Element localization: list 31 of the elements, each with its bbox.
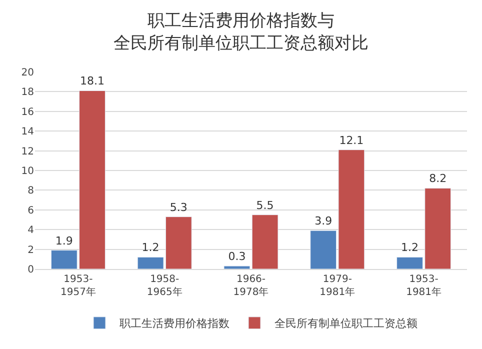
data-label: 8.2 xyxy=(429,172,447,186)
y-tick-label: 8 xyxy=(28,186,34,197)
y-tick-label: 0 xyxy=(28,264,34,276)
legend-label: 全民所有制单位职工工资总额 xyxy=(274,317,418,330)
legend-label: 职工生活费用价格指数 xyxy=(120,317,230,330)
bar xyxy=(252,214,278,269)
data-label: 1.9 xyxy=(55,234,73,248)
y-tick-label: 2 xyxy=(28,244,34,256)
x-tick-label: 1979- 1981年 xyxy=(320,274,356,298)
x-tick-label: 1953- 1957年 xyxy=(60,274,96,298)
x-tick-label: 1958- 1965年 xyxy=(146,274,182,298)
x-tick-label: 1966- 1978年 xyxy=(233,274,269,298)
y-tick-label: 4 xyxy=(28,225,34,236)
chart-title: 职工生活费用价格指数与全民所有制单位职工工资总额对比 xyxy=(114,11,368,54)
data-label: 12.1 xyxy=(339,134,364,147)
data-label: 1.2 xyxy=(401,241,419,254)
y-tick-label: 16 xyxy=(21,106,34,118)
y-tick-label: 20 xyxy=(21,68,34,78)
data-label: 5.3 xyxy=(170,200,188,214)
x-tick-label: 1953- 1981年 xyxy=(406,274,442,298)
y-tick-label: 6 xyxy=(28,205,34,216)
data-label: 5.5 xyxy=(256,198,274,212)
bar xyxy=(224,266,250,269)
data-label: 1.2 xyxy=(142,241,160,254)
data-label: 3.9 xyxy=(314,214,332,228)
y-tick-label: 10 xyxy=(21,166,34,177)
y-tick-label: 14 xyxy=(21,126,34,138)
y-tick-label: 18 xyxy=(21,87,34,98)
data-label: 18.1 xyxy=(80,74,104,88)
y-tick-label: 12 xyxy=(21,146,34,158)
data-label: 0.3 xyxy=(228,250,246,264)
